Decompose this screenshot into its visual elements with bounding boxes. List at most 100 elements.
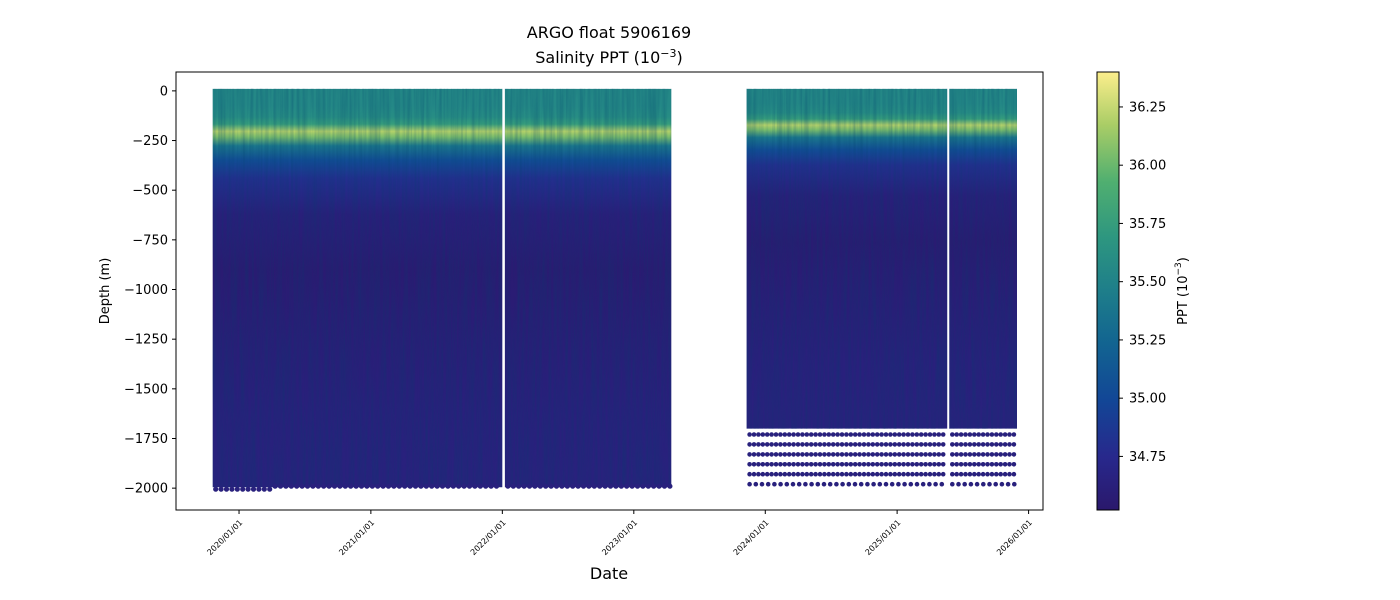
profile-point [229, 486, 235, 492]
profile-point [939, 481, 945, 487]
profile-point [759, 481, 765, 487]
profile-point [981, 481, 986, 487]
profile-point [800, 462, 805, 467]
profile-point [773, 432, 779, 437]
profile-point [993, 481, 998, 487]
profile-point [461, 483, 467, 489]
profile-point [299, 483, 305, 489]
profile-point [998, 462, 1003, 467]
profile-point [1002, 442, 1008, 447]
profile-point [848, 462, 854, 467]
profile-point [1007, 471, 1012, 477]
profile-point [940, 471, 946, 477]
profile-point [923, 462, 928, 467]
profile-point [950, 442, 955, 447]
colorbar-tick-label: 35.00 [1129, 392, 1166, 407]
profile-point [920, 481, 926, 487]
profile-point [950, 471, 955, 477]
profile-point [950, 481, 955, 487]
profile-point [493, 483, 500, 489]
profile-point [747, 442, 752, 447]
profile-point [813, 452, 818, 457]
profile-point [883, 432, 889, 437]
profile-point [808, 462, 814, 467]
profile-point [778, 462, 783, 467]
profile-point [879, 432, 884, 437]
profile-point [923, 471, 928, 477]
profile-point [782, 452, 788, 457]
profile-point [822, 471, 827, 477]
profile-point [905, 432, 911, 437]
profile-point [472, 483, 478, 489]
profile-point [795, 442, 801, 447]
profile-point [1011, 432, 1017, 437]
x-tick-label: 2023/01/01 [600, 518, 639, 557]
profile-point [852, 452, 858, 457]
chart-title-group: ARGO float 5906169 Salinity PPT (10−3) [527, 23, 691, 67]
profile-point [987, 481, 992, 487]
profile-point [967, 452, 973, 457]
profile-point [932, 442, 937, 447]
profile-point [804, 452, 810, 457]
profile-point [1011, 462, 1017, 467]
profile-streaks-1 [212, 88, 503, 488]
profile-point [804, 471, 810, 477]
profile-point [510, 483, 516, 489]
profile-point [778, 442, 783, 447]
y-tick-label: −750 [132, 233, 168, 248]
profile-point [901, 452, 906, 457]
y-tick-label: −1750 [124, 432, 168, 447]
profile-point [439, 483, 446, 489]
colorbar-label-close: ) [1176, 257, 1191, 262]
profile-point [936, 452, 942, 457]
profile-point [954, 452, 959, 457]
profile-point [412, 483, 419, 489]
profile-point [870, 452, 876, 457]
x-tick-label: 2020/01/01 [205, 518, 244, 557]
profile-point [396, 483, 402, 489]
profile-point [994, 432, 999, 437]
profile-point [826, 462, 832, 467]
profile-point [613, 483, 619, 489]
profile-point [597, 483, 603, 489]
profile-point [972, 452, 977, 457]
profile-point [963, 432, 968, 437]
profile-point [402, 483, 408, 489]
profile-point [927, 432, 933, 437]
profile-point [901, 471, 906, 477]
profile-point [580, 483, 587, 489]
x-tick-label: 2021/01/01 [337, 518, 376, 557]
profile-point [477, 483, 483, 489]
profile-point [521, 483, 527, 489]
profile-point [861, 471, 867, 477]
profile-point [985, 462, 990, 467]
profile-point [888, 452, 893, 457]
profile-point [778, 471, 783, 477]
profile-point [985, 471, 990, 477]
profile-point [848, 432, 854, 437]
profile-point [791, 462, 796, 467]
profile-streaks-4 [949, 88, 1017, 429]
profile-point [896, 452, 902, 457]
profile-point [765, 481, 771, 487]
profile-point [866, 462, 871, 467]
colorbar-label-main: PPT (10 [1176, 275, 1191, 324]
profile-point [963, 462, 968, 467]
x-axis-label: Date [590, 564, 628, 583]
y-tick-label: −500 [132, 184, 168, 199]
profile-point [844, 471, 849, 477]
profile-point [570, 483, 576, 489]
profile-point [858, 481, 864, 487]
x-tick-label: 2025/01/01 [864, 518, 903, 557]
subtitle-close: ) [677, 48, 683, 67]
profile-point [861, 462, 867, 467]
profile-point [826, 442, 832, 447]
data-layer [212, 88, 1017, 492]
profile-point [782, 432, 788, 437]
profile-point [861, 442, 867, 447]
profile-point [800, 432, 805, 437]
profile-point [901, 442, 906, 447]
profile-point [526, 483, 533, 489]
profile-point [747, 481, 752, 487]
profile-point [1011, 452, 1017, 457]
